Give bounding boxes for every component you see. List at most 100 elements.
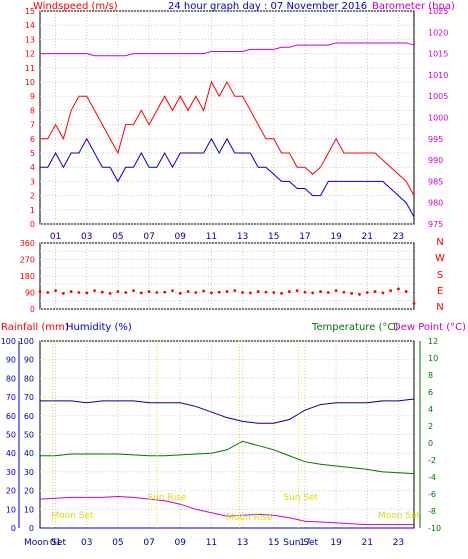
direction-point: [272, 291, 276, 294]
temp-tick-label: -10: [428, 524, 441, 533]
direction-point: [147, 290, 151, 293]
time-label-bottom: 15: [268, 538, 279, 548]
time-label-top: 05: [112, 232, 123, 242]
time-label-top: 07: [143, 232, 154, 242]
temp-tick-label: -6: [428, 490, 436, 499]
direction-point: [264, 290, 268, 294]
direction-point: [132, 289, 135, 293]
baro-tick-label: 1020: [428, 28, 448, 37]
wind-tick-label: 8: [30, 106, 35, 115]
baro-tick-label: 990: [428, 156, 443, 165]
direction-point: [389, 289, 393, 293]
wind-tick-label: 10: [25, 78, 35, 87]
direction-point: [163, 290, 167, 294]
baro-tick-label: 985: [428, 177, 443, 186]
time-label-top: 03: [81, 232, 92, 242]
moon-rise-label: Moon Rise: [226, 513, 273, 523]
rain-tick-label: 50: [6, 431, 16, 440]
wind-tick-label: 13: [25, 35, 35, 44]
wind-tick-label: 5: [30, 149, 35, 158]
temp-tick-label: 6: [428, 388, 433, 397]
humidity-tick-label: 60: [24, 412, 34, 421]
direction-point: [280, 292, 283, 295]
temperature-line: [40, 440, 415, 475]
humidity-tick-label: 30: [24, 468, 34, 477]
direction-point: [248, 291, 252, 295]
humidity-axis-title: Humidity (%): [66, 322, 132, 333]
time-label-bottom: 09: [175, 538, 187, 548]
time-label-bottom: 07: [143, 538, 154, 548]
time-label-bottom: 21: [362, 538, 373, 548]
wind-tick-label: 4: [30, 163, 35, 172]
direction-point: [77, 291, 81, 294]
direction-point: [178, 292, 182, 295]
time-label-bottom: 19: [330, 538, 342, 548]
direction-point: [350, 292, 354, 295]
direction-point: [358, 292, 361, 296]
wind-tick-label: 0: [30, 220, 35, 229]
time-label-bottom: 11: [206, 538, 217, 548]
dewpoint-axis-title: Dew Point (°C): [393, 322, 466, 333]
rain-tick-label: 0: [11, 524, 16, 533]
direction-point: [186, 290, 190, 293]
temp-tick-label: 12: [428, 337, 438, 346]
sun-set-axis-label: Sun Set: [283, 538, 318, 548]
tick-labels: 0101030305050707090911111313151517171919…: [1, 7, 449, 548]
rain-tick-label: 80: [6, 374, 16, 383]
time-label-top: 11: [206, 232, 217, 242]
temp-tick-label: 4: [428, 405, 433, 414]
direction-point: [397, 287, 400, 291]
direction-point: [124, 291, 128, 294]
humidity-tick-label: 80: [24, 374, 34, 383]
compass-label: S: [437, 270, 443, 281]
wind-tick-label: 6: [30, 135, 35, 144]
direction-point: [225, 290, 229, 293]
humidity-tick-label: 0: [29, 524, 34, 533]
direction-point: [46, 291, 50, 294]
direction-point: [108, 292, 112, 295]
baro-tick-label: 1025: [428, 7, 448, 16]
direction-point: [256, 290, 260, 293]
direction-tick-label: 180: [20, 272, 35, 281]
direction-point: [303, 290, 307, 294]
time-label-bottom: 05: [112, 538, 123, 548]
direction-point: [61, 292, 65, 295]
moon-set-label: Moon Set: [51, 511, 94, 521]
temp-tick-label: 8: [428, 371, 433, 380]
temp-tick-label: 0: [428, 439, 433, 448]
baro-axis-title: Barometer (hpa): [372, 1, 455, 12]
direction-tick-label: 90: [25, 289, 35, 298]
direction-point: [217, 290, 221, 294]
rain-tick-label: 70: [6, 393, 16, 402]
direction-point: [54, 289, 57, 293]
rain-tick-label: 40: [6, 449, 16, 458]
time-label-top: 13: [237, 232, 248, 242]
time-label-top: 23: [393, 232, 404, 242]
wind-tick-label: 14: [25, 21, 35, 30]
temp-tick-label: 2: [428, 422, 433, 431]
time-label-bottom: 23: [393, 538, 404, 548]
direction-point: [139, 291, 143, 295]
rain-tick-label: 100: [1, 337, 16, 346]
baro-tick-label: 1015: [428, 50, 448, 59]
direction-point: [38, 290, 42, 293]
direction-point: [342, 290, 346, 294]
time-label-top: 21: [362, 232, 373, 242]
sun-set-label: Sun Set: [283, 493, 318, 503]
wind-tick-label: 15: [25, 7, 35, 16]
direction-point: [93, 289, 96, 293]
direction-tick-label: 270: [20, 256, 35, 265]
wind-tick-label: 7: [30, 121, 35, 130]
direction-point: [155, 291, 159, 294]
compass-label: N: [436, 237, 443, 248]
wind-axis-title: Windspeed (m/s): [33, 1, 118, 12]
time-label-bottom: 13: [237, 538, 248, 548]
direction-point: [326, 291, 330, 294]
dew_point-line: [39, 496, 414, 526]
direction-point: [69, 290, 73, 293]
temp-tick-label: -2: [428, 456, 436, 465]
humidity-tick-label: 20: [24, 487, 34, 496]
moon-set-label-end: Moon Set: [378, 511, 421, 521]
